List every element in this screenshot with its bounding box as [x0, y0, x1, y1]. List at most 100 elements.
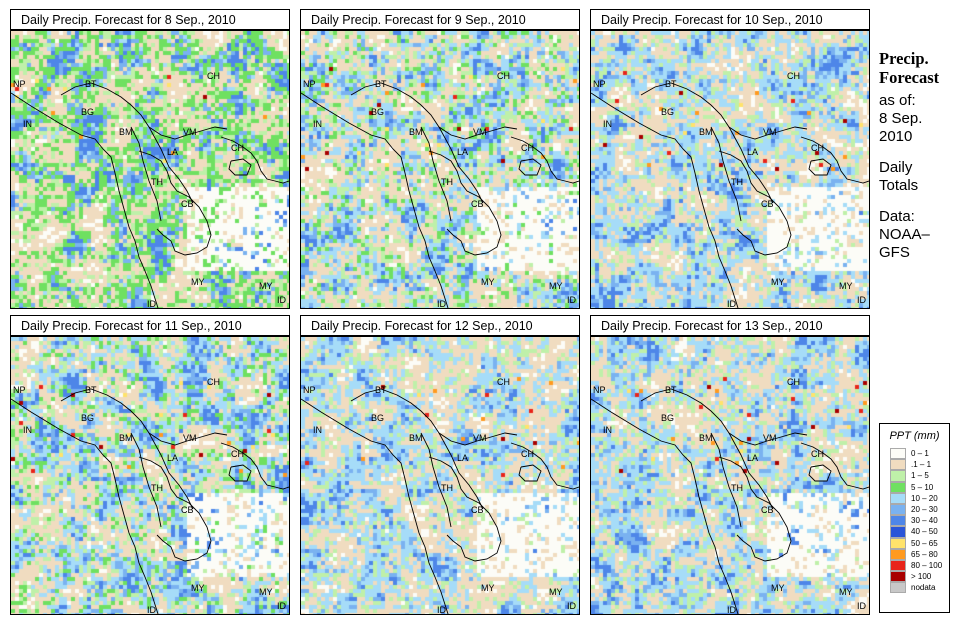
region-label: CH [811, 143, 824, 153]
coastline [301, 398, 449, 614]
region-label: TH [151, 177, 163, 187]
region-label: ID [437, 605, 447, 614]
map-overlay: NP BT BG IN CH BM VM LA TH CB CH MY ID MY ID [301, 377, 579, 614]
legend-item: 1 – 5 [880, 470, 949, 482]
map-overlay: NP BT BG IN CH BM VM LA TH CB CH MY ID MY ID [11, 71, 289, 308]
coastline [591, 92, 739, 308]
region-label: MY [259, 587, 273, 597]
region-label: VM [763, 127, 777, 137]
coastline [800, 136, 869, 184]
map-overlay: NP BT BG IN CH BM VM LA TH CB CH MY ID MY ID [301, 71, 579, 308]
region-label: BG [661, 413, 674, 423]
region-label: MY [771, 277, 785, 287]
region-label: BT [375, 79, 387, 89]
precip-map[interactable]: NP BT BG IN CH BM VM LA TH CB CH MY ID MY ID [300, 336, 580, 615]
region-label: TH [441, 177, 453, 187]
region-label: MY [481, 277, 495, 287]
legend-label: 20 – 30 [911, 505, 938, 515]
precip-map[interactable]: NP BT BG IN CH BM VM LA TH CB CH MY ID MY ID [590, 336, 870, 615]
region-label: NP [593, 79, 606, 89]
region-label: NP [303, 79, 316, 89]
legend-item: 65 – 80 [880, 548, 949, 560]
panel-title: Daily Precip. Forecast for 11 Sep., 2010 [10, 315, 290, 336]
precip-map[interactable]: NP BT BG IN CH BM VM LA TH CB CH MY ID MY ID [300, 30, 580, 309]
region-label: MY [839, 281, 853, 291]
country-boundary [60, 388, 228, 446]
region-label: MY [191, 277, 205, 287]
legend-item: 0 – 1 [880, 448, 949, 460]
country-boundary [420, 126, 452, 222]
legend-swatch [890, 459, 906, 471]
legend-item: nodata [880, 582, 949, 594]
legend-swatch [890, 548, 906, 560]
country-boundary [60, 82, 228, 140]
map-overlay: NP BT BG IN CH BM VM LA TH CB CH MY ID MY ID [591, 377, 869, 614]
region-label: CH [497, 377, 510, 387]
forecast-panel-3: Daily Precip. Forecast for 10 Sep., 2010… [590, 9, 870, 309]
region-label: BT [85, 385, 97, 395]
region-label: CB [181, 505, 194, 515]
precip-map[interactable]: NP BT BG IN CH BM VM LA TH CB CH MY ID MY ID [10, 30, 290, 309]
legend-swatch [890, 537, 906, 549]
legend-label: 0 – 1 [911, 449, 929, 459]
data-source-line2: NOAA– [879, 226, 930, 243]
panel-title: Daily Precip. Forecast for 8 Sep., 2010 [10, 9, 290, 30]
legend-swatch [890, 571, 906, 583]
region-label: BM [119, 127, 133, 137]
region-label: TH [441, 483, 453, 493]
country-boundary [148, 126, 194, 204]
region-label: CH [207, 377, 220, 387]
totals-line2: Totals [879, 177, 919, 194]
legend-label: 50 – 65 [911, 538, 938, 548]
region-label: LA [167, 147, 178, 157]
precip-map[interactable]: NP BT BG IN CH BM VM LA TH CB CH MY ID MY ID [590, 30, 870, 309]
panel-title: Daily Precip. Forecast for 10 Sep., 2010 [590, 9, 870, 30]
asof-date-line2: 2010 [879, 128, 913, 145]
region-label: CB [471, 199, 484, 209]
legend-item: 40 – 50 [880, 526, 949, 538]
region-label: IN [313, 425, 322, 435]
coastline [220, 136, 289, 184]
coastline [138, 150, 212, 256]
legend-item: 30 – 40 [880, 515, 949, 527]
legend-label: 1 – 5 [911, 471, 929, 481]
region-label: IN [603, 425, 612, 435]
region-label: TH [731, 177, 743, 187]
region-label: TH [731, 483, 743, 493]
sidebar-title: Precip. Forecast [879, 49, 940, 87]
region-label: MY [191, 583, 205, 593]
legend-label: 40 – 50 [911, 527, 938, 537]
data-source-line1: Data: [879, 208, 915, 225]
region-label: CH [787, 71, 800, 81]
coastline [718, 456, 792, 562]
country-boundary [808, 464, 832, 482]
data-source-line3: GFS [879, 244, 910, 261]
region-label: CH [787, 377, 800, 387]
legend-item: 5 – 10 [880, 481, 949, 493]
region-label: NP [593, 385, 606, 395]
sidebar-info: Precip. Forecast as of: 8 Sep. 2010 Daily… [879, 50, 939, 262]
map-overlay: NP BT BG IN CH BM VM LA TH CB CH MY ID MY ID [591, 71, 869, 308]
coastline [428, 150, 502, 256]
country-boundary [350, 82, 518, 140]
region-label: NP [13, 385, 26, 395]
region-label: ID [727, 605, 737, 614]
region-label: ID [147, 299, 157, 308]
region-label: BM [409, 127, 423, 137]
country-boundary [130, 126, 162, 222]
region-label: BG [81, 107, 94, 117]
legend-swatch [890, 559, 906, 572]
panel-title: Daily Precip. Forecast for 9 Sep., 2010 [300, 9, 580, 30]
country-boundary [130, 432, 162, 528]
country-boundary [148, 432, 194, 510]
precip-map[interactable]: NP BT BG IN CH BM VM LA TH CB CH MY ID MY ID [10, 336, 290, 615]
legend-swatch [890, 448, 906, 460]
region-label: BM [699, 433, 713, 443]
legend-swatch [890, 503, 906, 516]
region-label: MY [771, 583, 785, 593]
region-label: ID [277, 295, 287, 305]
region-label: MY [549, 281, 563, 291]
region-label: CB [761, 199, 774, 209]
region-label: ID [727, 299, 737, 308]
legend-swatch [890, 515, 906, 527]
